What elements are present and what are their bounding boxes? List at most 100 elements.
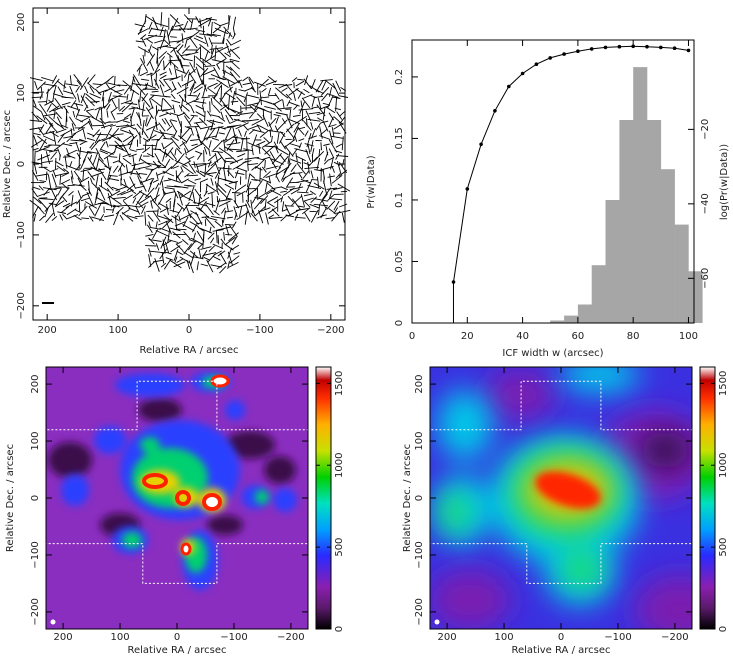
polarisation-vector: [139, 158, 152, 167]
polarisation-vector: [212, 255, 221, 261]
polarisation-vector: [228, 232, 239, 242]
polarisation-vector: [286, 85, 295, 95]
vector-map-y-tick-label: 0: [16, 161, 27, 167]
polarisation-vector: [278, 156, 289, 168]
polarisation-vector: [155, 229, 170, 238]
polarisation-vector: [209, 126, 224, 130]
polarisation-vector: [208, 245, 216, 252]
polarisation-vector: [195, 35, 204, 40]
polarisation-vector: [63, 80, 66, 90]
polarisation-vector: [184, 94, 187, 102]
polarisation-vector: [225, 65, 233, 71]
polarisation-vector: [95, 174, 99, 188]
polarisation-vector: [145, 15, 157, 24]
log-posterior-curve: [453, 45, 689, 283]
polarisation-vector: [213, 21, 221, 27]
polarisation-vector: [81, 217, 90, 220]
polarisation-vector: [195, 164, 200, 172]
polarisation-vector: [170, 60, 179, 69]
polarisation-vector: [244, 130, 247, 137]
intensity-p4-x-tick-label: −200: [661, 632, 688, 643]
polarisation-vector: [236, 211, 249, 221]
polarisation-vector: [33, 132, 41, 136]
polarisation-vector: [252, 134, 258, 147]
polarisation-vector: [203, 256, 210, 261]
polarisation-vector: [291, 77, 298, 82]
log-posterior-point: [645, 44, 649, 49]
polarisation-vector: [176, 228, 187, 231]
polarisation-vector: [239, 112, 253, 115]
posterior-y-tick-label: 0.2: [394, 69, 405, 85]
polarisation-vector: [137, 28, 143, 35]
polarisation-vector: [200, 137, 207, 144]
polarisation-vector: [39, 198, 54, 201]
polarisation-vector: [302, 94, 313, 99]
polarisation-vector: [164, 88, 171, 93]
polarisation-vector: [49, 168, 59, 173]
polarisation-vector: [268, 216, 283, 219]
polarisation-vector: [222, 210, 227, 223]
polarisation-vector: [88, 118, 93, 126]
polarisation-vector: [97, 89, 108, 94]
polarisation-vector: [281, 208, 289, 212]
polarisation-vector: [52, 105, 66, 112]
polarisation-vector: [184, 38, 188, 48]
polarisation-vector: [242, 76, 249, 82]
polarisation-vector: [72, 128, 83, 135]
colorbar-tick-label: 500: [718, 538, 729, 557]
polarisation-vector: [71, 91, 77, 100]
polarisation-vector: [218, 147, 231, 156]
polarisation-vector: [180, 53, 191, 57]
polarisation-vector: [73, 74, 82, 85]
polarisation-vector: [337, 183, 351, 192]
polarisation-vector: [291, 195, 303, 206]
polarisation-vector: [219, 252, 227, 265]
polarisation-vector: [328, 112, 335, 121]
polarisation-vector: [131, 162, 145, 167]
polarisation-vector: [211, 59, 223, 63]
polarisation-vector: [205, 163, 216, 174]
polarisation-vector: [301, 97, 311, 109]
polarisation-vector: [77, 177, 83, 186]
histogram-bar: [647, 120, 662, 323]
polarisation-vector: [309, 203, 320, 209]
polarisation-vector: [34, 164, 38, 175]
polarisation-vector: [195, 122, 201, 129]
polarisation-vector: [181, 33, 184, 44]
polarisation-vector: [136, 123, 142, 129]
colorbar-tick-label: 1500: [718, 371, 729, 396]
polarisation-vector: [271, 135, 273, 143]
polarisation-vector: [225, 244, 234, 251]
polarisation-vector: [159, 74, 167, 80]
vector-map-x-tick-label: −200: [317, 325, 344, 336]
polarisation-vector: [146, 72, 153, 76]
intensity-left-xlabel: Relative RA / arcsec: [128, 645, 227, 656]
polarisation-vector: [113, 204, 120, 208]
polarisation-vector: [252, 129, 265, 134]
polarisation-vector: [139, 71, 148, 77]
polarisation-vector: [145, 123, 159, 131]
polarisation-vector: [31, 161, 43, 165]
polarisation-vector: [182, 58, 193, 62]
polarisation-vector: [121, 212, 134, 222]
intensity-p4-y-tick-label: 100: [414, 431, 425, 450]
polarisation-vector: [217, 250, 226, 257]
polarisation-vector: [176, 147, 183, 155]
polarisation-vector: [71, 123, 75, 132]
polarisation-vector: [207, 110, 212, 117]
polarisation-vector: [114, 75, 116, 85]
intensity-right-ylabel: Relative Dec. / arcsec: [402, 444, 413, 552]
polarisation-vector: [158, 220, 170, 226]
intensity-p3-y-tick-label: 200: [30, 375, 41, 394]
polarisation-vector: [89, 86, 95, 94]
intensity-left-ylabel: Relative Dec. / arcsec: [5, 444, 16, 552]
polarisation-vector: [194, 126, 200, 139]
polarisation-vector: [43, 83, 57, 87]
polarisation-vector: [189, 84, 195, 96]
polarisation-vector: [252, 209, 256, 216]
polarisation-vector: [149, 250, 165, 254]
polarisation-vector: [176, 87, 189, 95]
polarisation-vector: [333, 161, 341, 166]
polarisation-vector: [259, 90, 262, 105]
polarisation-vector: [106, 110, 109, 118]
